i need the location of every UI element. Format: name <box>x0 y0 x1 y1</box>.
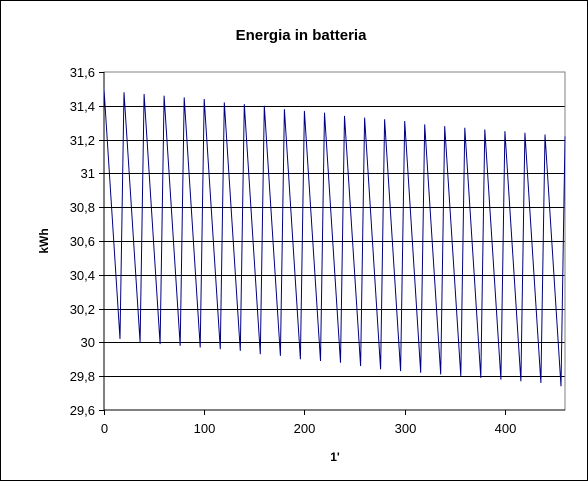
y-axis-title: kWh <box>37 228 51 253</box>
y-tick-label: 30,4 <box>70 268 95 283</box>
x-axis-title: 1' <box>330 450 340 464</box>
y-tick-label: 30 <box>81 335 95 350</box>
y-tick-label: 31,2 <box>70 133 95 148</box>
y-tick-label: 30,6 <box>70 234 95 249</box>
x-tick-label: 300 <box>395 421 417 436</box>
grid-lines <box>104 106 565 377</box>
x-tick-label: 400 <box>495 421 517 436</box>
y-tick-label: 30,2 <box>70 302 95 317</box>
series-layer <box>103 88 566 387</box>
energy-series-line <box>103 88 566 387</box>
y-tick-label: 29,6 <box>70 403 95 418</box>
y-tick-label: 29,8 <box>70 369 95 384</box>
x-axis: 0 100 200 300 400 <box>101 409 565 436</box>
chart-title: Energia in batteria <box>236 27 368 44</box>
y-axis: 29,6 29,8 30 30,2 30,4 30,6 30,8 31 31,2 31,4 31,6 <box>70 65 105 418</box>
y-tick-label: 31 <box>81 166 95 181</box>
y-tick-label: 31,4 <box>70 99 95 114</box>
y-tick-label: 30,8 <box>70 200 95 215</box>
x-tick-label: 0 <box>101 421 108 436</box>
x-tick-label: 100 <box>194 421 216 436</box>
y-tick-label: 31,6 <box>70 65 95 80</box>
x-tick-label: 200 <box>294 421 316 436</box>
